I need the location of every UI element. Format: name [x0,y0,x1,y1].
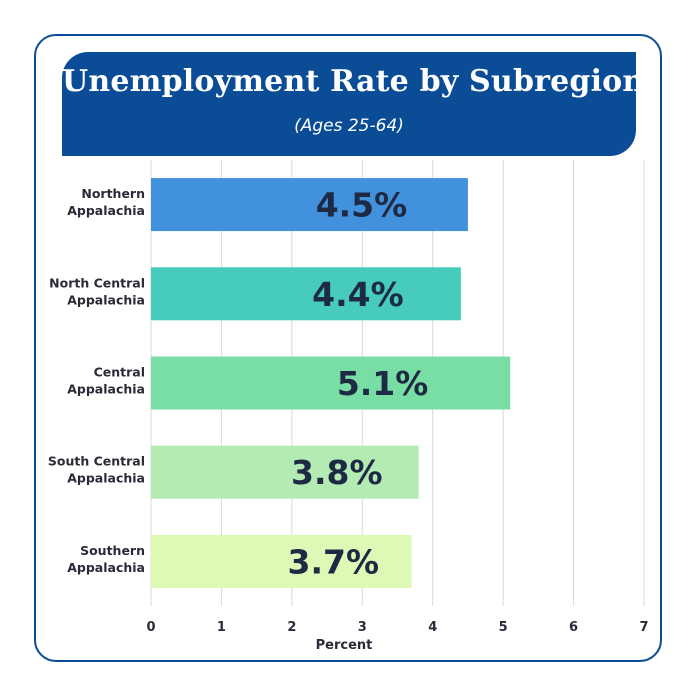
data-label: 3.7% [288,542,380,581]
x-axis-label: Percent [316,638,373,653]
category-label: Northern [81,186,145,201]
x-tick-label: 0 [146,620,155,635]
data-label: 5.1% [337,364,429,403]
x-tick-label: 7 [639,620,648,635]
title-banner: Unemployment Rate by Subregion (Ages 25-… [62,52,645,156]
x-tick-label: 4 [428,620,437,635]
bar [151,356,511,410]
bar [151,267,461,321]
x-tick-label: 1 [217,620,226,635]
bar [151,178,468,232]
data-label: 4.4% [312,275,404,314]
x-tick-label: 2 [287,620,296,635]
category-label: Appalachia [67,203,145,218]
x-tick-label: 5 [499,620,508,635]
category-label: North Central [49,275,145,290]
category-label: Appalachia [67,471,145,486]
x-tick-label: 6 [569,620,578,635]
bar [151,534,412,588]
chart-title: Unemployment Rate by Subregion [62,64,645,99]
bar [151,445,419,499]
category-label: Central [94,365,145,380]
data-label: 3.8% [291,453,383,492]
category-label: Appalachia [67,560,145,575]
category-label: Southern [80,543,145,558]
chart-subtitle: (Ages 25-64) [294,116,404,136]
data-label: 4.5% [316,186,408,225]
category-label: South Central [48,454,145,469]
x-tick-label: 3 [358,620,367,635]
category-label: Appalachia [67,292,145,307]
category-label: Appalachia [67,382,145,397]
